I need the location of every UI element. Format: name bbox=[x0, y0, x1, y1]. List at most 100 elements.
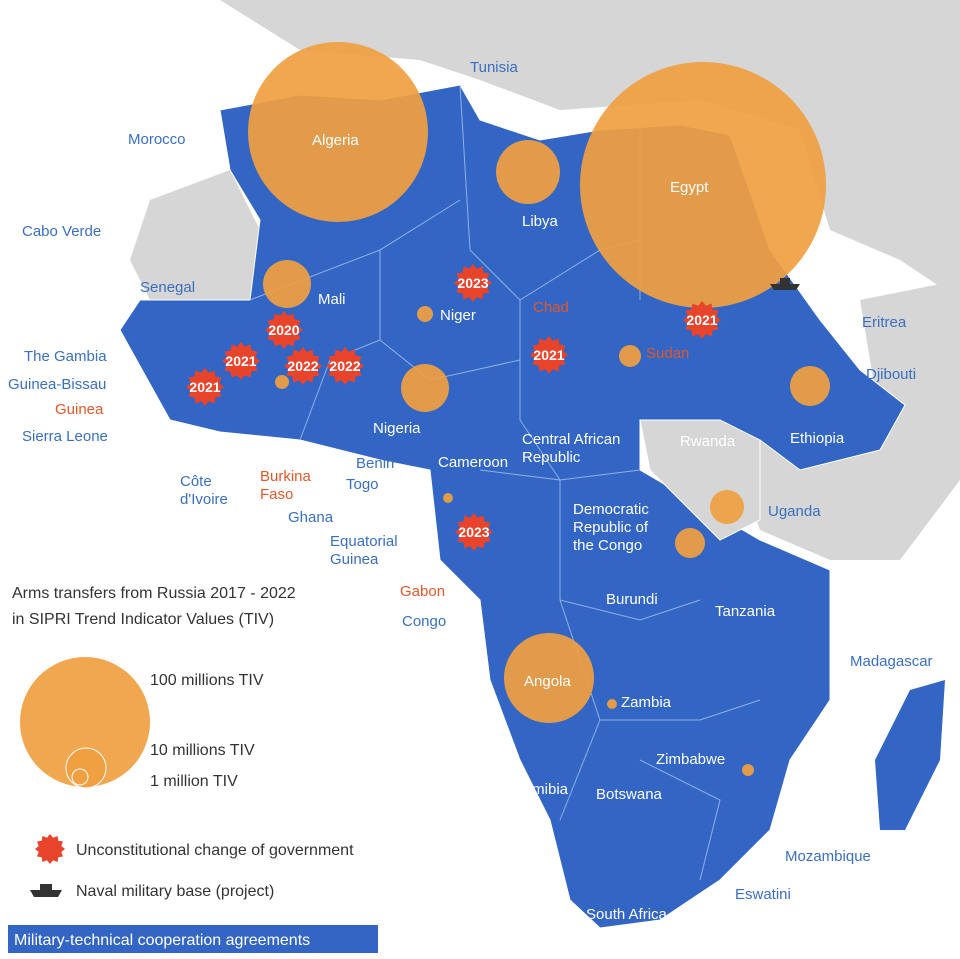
country-label: Rwanda bbox=[680, 433, 736, 450]
circle bbox=[401, 364, 449, 412]
land-sahara bbox=[130, 170, 260, 300]
country-label: Benin bbox=[356, 455, 394, 472]
tiv-circles bbox=[20, 42, 830, 789]
coup-year: 2020 bbox=[268, 322, 299, 338]
country-label: Nigeria bbox=[373, 420, 421, 437]
country-label: Republic of bbox=[573, 519, 649, 536]
circle bbox=[496, 140, 560, 204]
country-label: Republic bbox=[522, 449, 581, 466]
country-label: Guinea bbox=[55, 401, 104, 418]
naval-icon bbox=[770, 278, 800, 290]
coup-year: 2022 bbox=[329, 358, 360, 374]
country-label: Egypt bbox=[670, 179, 709, 196]
country-label: Gabon bbox=[400, 583, 445, 600]
country-label: Faso bbox=[260, 486, 293, 503]
coup-star bbox=[186, 368, 224, 406]
country-label: Zambia bbox=[621, 694, 672, 711]
coup-star bbox=[454, 264, 492, 302]
country-label: Côte bbox=[180, 473, 212, 490]
coup-year: 2023 bbox=[457, 275, 488, 291]
country-label: Eswatini bbox=[735, 886, 791, 903]
legend-agreements: Military-technical cooperation agreement… bbox=[14, 932, 310, 949]
country-label: Cabo Verde bbox=[22, 223, 101, 240]
country-label: the Congo bbox=[573, 537, 642, 554]
country-label: Burundi bbox=[606, 591, 658, 608]
coup-star bbox=[222, 342, 260, 380]
country-label: Guinea-Bissau bbox=[8, 376, 106, 393]
coup-year: 2021 bbox=[686, 312, 717, 328]
country-label: Cameroon bbox=[438, 454, 508, 471]
coup-star bbox=[284, 347, 322, 385]
country-label: Algeria bbox=[312, 132, 359, 149]
country-label: Democratic bbox=[573, 501, 649, 518]
country-label: Madagascar bbox=[850, 653, 933, 670]
country-label: Sierra Leone bbox=[22, 428, 108, 445]
country-label: Morocco bbox=[128, 131, 186, 148]
country-label: Tanzania bbox=[715, 603, 776, 620]
coup-year: 2023 bbox=[458, 524, 489, 540]
legend-coup: Unconstitutional change of government bbox=[76, 842, 354, 859]
country-label: Namibia bbox=[513, 781, 569, 798]
circle bbox=[710, 490, 744, 524]
circle bbox=[504, 633, 594, 723]
coup-star bbox=[265, 311, 303, 349]
country-label: Chad bbox=[533, 299, 569, 316]
country-label: Libya bbox=[522, 213, 559, 230]
circle bbox=[248, 42, 428, 222]
country-label: Tunisia bbox=[470, 59, 518, 76]
land-north bbox=[220, 0, 960, 300]
coup-year: 2021 bbox=[189, 379, 220, 395]
coup-star bbox=[530, 336, 568, 374]
legend-title: in SIPRI Trend Indicator Values (TIV) bbox=[12, 611, 274, 628]
legend-circle bbox=[20, 657, 150, 787]
circle bbox=[580, 62, 826, 308]
country-label: Guinea bbox=[330, 551, 379, 568]
country-label: Angola bbox=[524, 673, 571, 690]
coups: 2023 2020 2021 2022 2022 2021 2021 2021 2023 bbox=[186, 264, 721, 551]
country-label: South Africa bbox=[586, 906, 668, 923]
circle bbox=[619, 345, 641, 367]
country-label: Ghana bbox=[288, 509, 334, 526]
coup-star bbox=[683, 301, 721, 339]
legend-naval: Naval military base (project) bbox=[76, 883, 274, 900]
country-label: d'Ivoire bbox=[180, 491, 228, 508]
circle bbox=[790, 366, 830, 406]
country-label: Eritrea bbox=[862, 314, 907, 331]
legend-size: 100 millions TIV bbox=[150, 672, 264, 689]
coup-year: 2021 bbox=[533, 347, 564, 363]
agreements-box bbox=[8, 925, 378, 953]
legend-circle bbox=[71, 768, 89, 786]
legend-size: 1 million TIV bbox=[150, 773, 238, 790]
country-label: Senegal bbox=[140, 279, 195, 296]
coup-year: 2021 bbox=[225, 353, 256, 369]
country-label: Djibouti bbox=[866, 366, 916, 383]
coup-legend-icon bbox=[35, 834, 65, 864]
country-label: Mozambique bbox=[785, 848, 871, 865]
country-label: Botswana bbox=[596, 786, 663, 803]
coup-star bbox=[35, 834, 65, 864]
country-label: Togo bbox=[346, 476, 379, 493]
country-label: Zimbabwe bbox=[656, 751, 725, 768]
country-label: Sudan bbox=[646, 345, 689, 362]
coup-star bbox=[455, 513, 493, 551]
country-label: The Gambia bbox=[24, 348, 107, 365]
legend-title: Arms transfers from Russia 2017 - 2022 bbox=[12, 585, 296, 602]
circle bbox=[417, 306, 433, 322]
circle bbox=[263, 260, 311, 308]
circle bbox=[742, 764, 754, 776]
circle bbox=[607, 699, 617, 709]
legend-size: 10 millions TIV bbox=[150, 742, 255, 759]
labels: Tunisia Morocco Algeria Egypt Libya Cabo Verd… bbox=[8, 59, 933, 923]
country-label: Niger bbox=[440, 307, 476, 324]
country-label: Congo bbox=[402, 613, 446, 630]
country-label: Equatorial bbox=[330, 533, 398, 550]
country-label: Uganda bbox=[768, 503, 821, 520]
coup-year: 2022 bbox=[287, 358, 318, 374]
circle bbox=[275, 375, 289, 389]
naval-icon bbox=[30, 884, 62, 897]
country-label: Central African bbox=[522, 431, 620, 448]
madagascar bbox=[875, 680, 945, 830]
circle bbox=[675, 528, 705, 558]
country-label: Ethiopia bbox=[790, 430, 845, 447]
